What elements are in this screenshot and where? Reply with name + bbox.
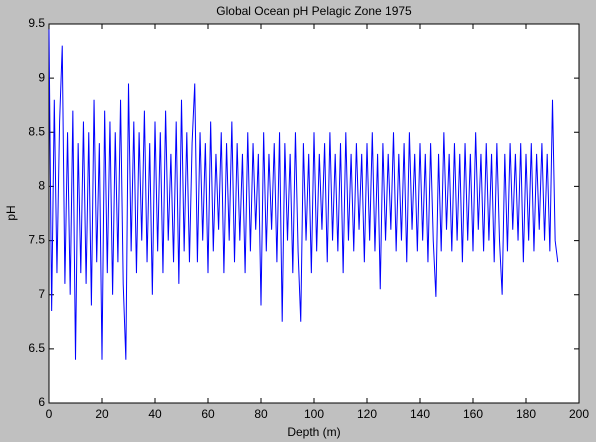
data-line: [48, 29, 559, 360]
y-tick-label: 9.5: [28, 16, 45, 30]
y-tick-label: 8: [38, 179, 45, 193]
x-tick-label: 200: [569, 407, 589, 421]
y-axis-label: pH: [4, 205, 18, 220]
y-tick-label: 8.5: [28, 124, 45, 138]
x-tick-label: 120: [357, 407, 377, 421]
x-tick-label: 0: [46, 407, 53, 421]
chart-title: Global Ocean pH Pelagic Zone 1975: [216, 4, 412, 18]
plot-area: [48, 23, 580, 404]
x-tick-label: 60: [201, 407, 215, 421]
x-tick-label: 160: [463, 407, 483, 421]
y-tick-label: 6: [38, 395, 45, 409]
x-tick-label: 80: [254, 407, 268, 421]
y-tick-label: 7.5: [28, 233, 45, 247]
y-tick-label: 9: [38, 70, 45, 84]
x-tick-label: 140: [410, 407, 430, 421]
x-tick-label: 20: [95, 407, 109, 421]
x-tick-label: 180: [516, 407, 536, 421]
x-axis-label: Depth (m): [287, 425, 340, 439]
y-tick-label: 6.5: [28, 341, 45, 355]
y-tick-label: 7: [38, 287, 45, 301]
x-tick-label: 40: [148, 407, 162, 421]
x-tick-label: 100: [304, 407, 324, 421]
